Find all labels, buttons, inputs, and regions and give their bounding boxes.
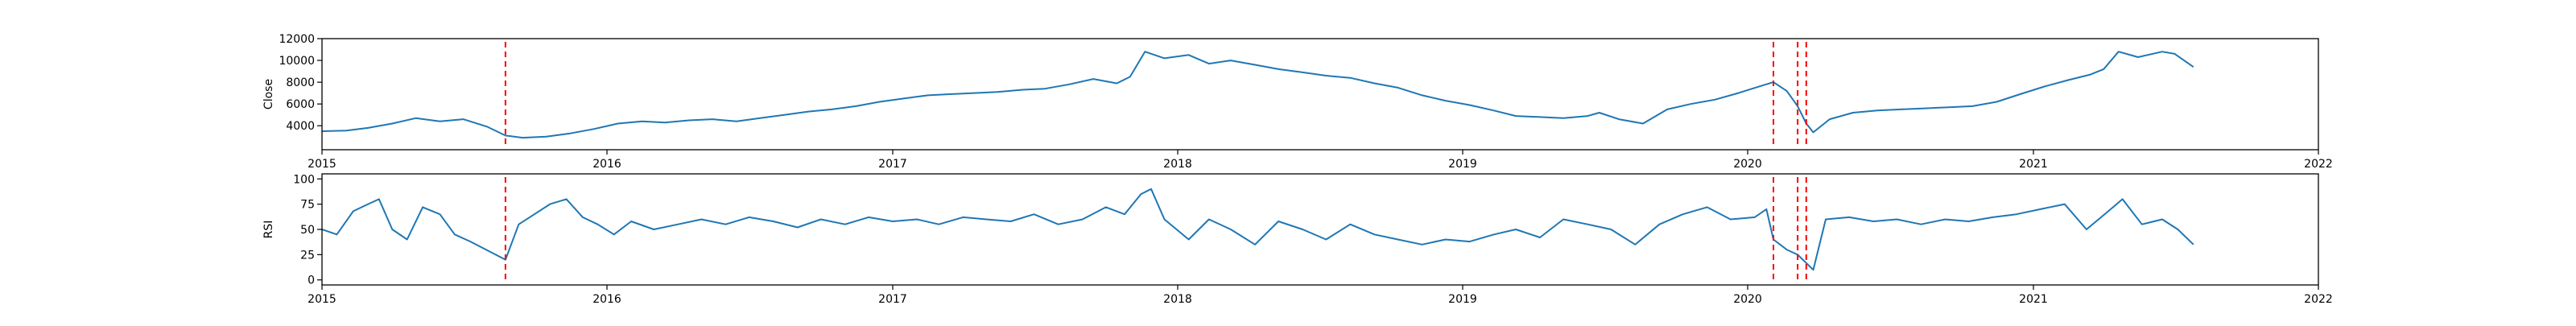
y-tick-label: 6000 [286,98,315,111]
y-tick-label: 8000 [286,76,315,89]
x-tick-label: 2022 [2304,158,2333,171]
y-tick-label: 10000 [279,55,315,68]
x-tick-label: 2015 [308,293,336,306]
x-tick-label: 2020 [1733,158,1762,171]
x-tick-label: 2018 [1163,293,1192,306]
x-tick-label: 2018 [1163,158,1192,171]
x-tick-label: 2017 [878,158,907,171]
x-tick-label: 2019 [1448,158,1477,171]
y-tick-label: 0 [308,274,315,287]
x-tick-label: 2016 [592,293,621,306]
y-tick-label: 50 [300,224,315,237]
x-tick-label: 2021 [2019,158,2048,171]
series-line-rsi [322,188,2194,271]
panel-1-close: 4000 6000 8000 10000 12000 2015 2016 2017 2018 20… [262,33,2333,171]
y-tick-label: 75 [300,199,315,212]
axes-frame [321,38,2319,151]
y-axis-label: Close [262,79,275,109]
y-axis-label: RSI [262,221,275,239]
x-tick-label: 2015 [308,158,336,171]
y-tick-label: 100 [293,173,315,186]
y-tick-label: 25 [300,249,315,262]
x-tick-label: 2020 [1733,293,1762,306]
panel-2-rsi: 0 25 50 75 100 2015 2016 2017 2018 2019 2020 2021 20… [262,173,2333,306]
x-tick-label: 2022 [2304,293,2333,306]
x-tick-label: 2016 [592,158,621,171]
x-tick-label: 2021 [2019,293,2048,306]
x-tick-label: 2019 [1448,293,1477,306]
y-tick-label: 4000 [286,120,315,133]
y-tick-label: 12000 [279,33,315,46]
series-line-close [322,51,2194,139]
x-tick-label: 2017 [878,293,907,306]
